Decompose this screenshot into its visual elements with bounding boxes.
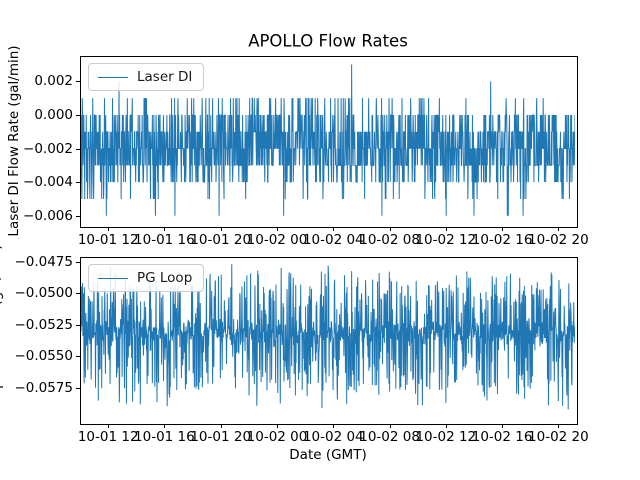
x-tick-label: 10-02 16 bbox=[471, 232, 533, 248]
x-tick-label: 10-02 00 bbox=[246, 429, 308, 445]
y-tick-mark bbox=[76, 324, 80, 326]
legend-line-sample-icon bbox=[98, 277, 128, 279]
x-tick-mark bbox=[502, 424, 504, 428]
x-tick-mark bbox=[220, 227, 222, 231]
legend-pg-loop: PG Loop bbox=[88, 264, 205, 292]
x-tick-label: 10-01 12 bbox=[77, 429, 139, 445]
x-tick-mark bbox=[220, 424, 222, 428]
x-tick-label: 10-01 16 bbox=[134, 429, 195, 445]
x-tick-mark bbox=[558, 424, 560, 428]
x-tick-label: 10-02 04 bbox=[302, 429, 364, 445]
x-tick-mark bbox=[277, 227, 278, 231]
laser-di-line-series bbox=[81, 64, 575, 216]
x-tick-mark bbox=[558, 227, 560, 231]
x-tick-label: 10-01 16 bbox=[134, 232, 195, 248]
y-tick-label: −0.0525 bbox=[14, 316, 73, 333]
y-tick-mark bbox=[76, 115, 80, 116]
y-axis-label-pg-loop: PG Loop Flow Rate (gal/min) bbox=[0, 244, 4, 436]
laser-di-polyline bbox=[81, 64, 575, 216]
y-tick-mark bbox=[76, 215, 80, 217]
legend-label: PG Loop bbox=[137, 270, 193, 286]
x-tick-mark bbox=[108, 424, 110, 428]
x-tick-mark bbox=[333, 424, 335, 428]
x-axis-label: Date (GMT) bbox=[289, 447, 367, 463]
y-tick-label: 0.000 bbox=[34, 107, 73, 123]
y-tick-mark bbox=[76, 387, 80, 389]
x-tick-mark bbox=[108, 227, 110, 231]
x-tick-mark bbox=[333, 227, 335, 231]
x-tick-label: 10-02 16 bbox=[471, 429, 533, 445]
y-tick-label: −0.006 bbox=[23, 207, 73, 224]
y-tick-label: −0.002 bbox=[23, 140, 73, 157]
x-tick-label: 10-02 00 bbox=[246, 232, 308, 248]
subplot-pg-loop: PG Loop bbox=[80, 257, 578, 425]
y-tick-label: −0.0475 bbox=[14, 253, 73, 270]
y-tick-label: 0.002 bbox=[34, 73, 73, 90]
chart-title: APOLLO Flow Rates bbox=[248, 31, 408, 51]
subplot-laser-di: Laser DI bbox=[80, 56, 578, 228]
x-tick-label: 10-02 20 bbox=[528, 429, 589, 445]
legend-line-sample-icon bbox=[98, 76, 128, 78]
y-tick-mark bbox=[76, 148, 80, 150]
x-tick-mark bbox=[389, 424, 391, 428]
x-tick-label: 10-01 12 bbox=[77, 232, 139, 248]
y-tick-mark bbox=[76, 356, 80, 358]
x-tick-mark bbox=[445, 227, 447, 231]
y-tick-mark bbox=[76, 182, 80, 184]
x-tick-mark bbox=[277, 424, 278, 428]
legend-label: Laser DI bbox=[137, 69, 193, 85]
x-tick-label: 10-02 20 bbox=[528, 232, 589, 248]
y-tick-mark bbox=[76, 81, 80, 83]
y-tick-label: −0.004 bbox=[23, 174, 73, 191]
y-axis-label-laser-di: Laser DI Flow Rate (gal/min) bbox=[6, 45, 22, 237]
x-tick-label: 10-02 04 bbox=[302, 232, 364, 248]
x-tick-label: 10-01 20 bbox=[190, 232, 252, 248]
x-tick-label: 10-01 20 bbox=[190, 429, 252, 445]
x-tick-mark bbox=[164, 424, 166, 428]
x-tick-label: 10-02 12 bbox=[415, 232, 477, 248]
x-tick-mark bbox=[389, 227, 391, 231]
x-tick-mark bbox=[502, 227, 504, 231]
y-tick-label: −0.0550 bbox=[14, 348, 73, 365]
pg-loop-polyline bbox=[81, 264, 575, 410]
pg-loop-line-series bbox=[81, 264, 575, 410]
x-tick-label: 10-02 08 bbox=[359, 232, 420, 248]
x-tick-label: 10-02 08 bbox=[359, 429, 420, 445]
y-tick-mark bbox=[76, 293, 80, 295]
y-tick-label: −0.0575 bbox=[14, 379, 73, 396]
x-tick-mark bbox=[164, 227, 166, 231]
x-tick-label: 10-02 12 bbox=[415, 429, 477, 445]
legend-laser-di: Laser DI bbox=[88, 63, 205, 91]
y-tick-label: −0.0500 bbox=[14, 285, 73, 302]
x-tick-mark bbox=[445, 424, 447, 428]
y-tick-mark bbox=[76, 261, 80, 263]
